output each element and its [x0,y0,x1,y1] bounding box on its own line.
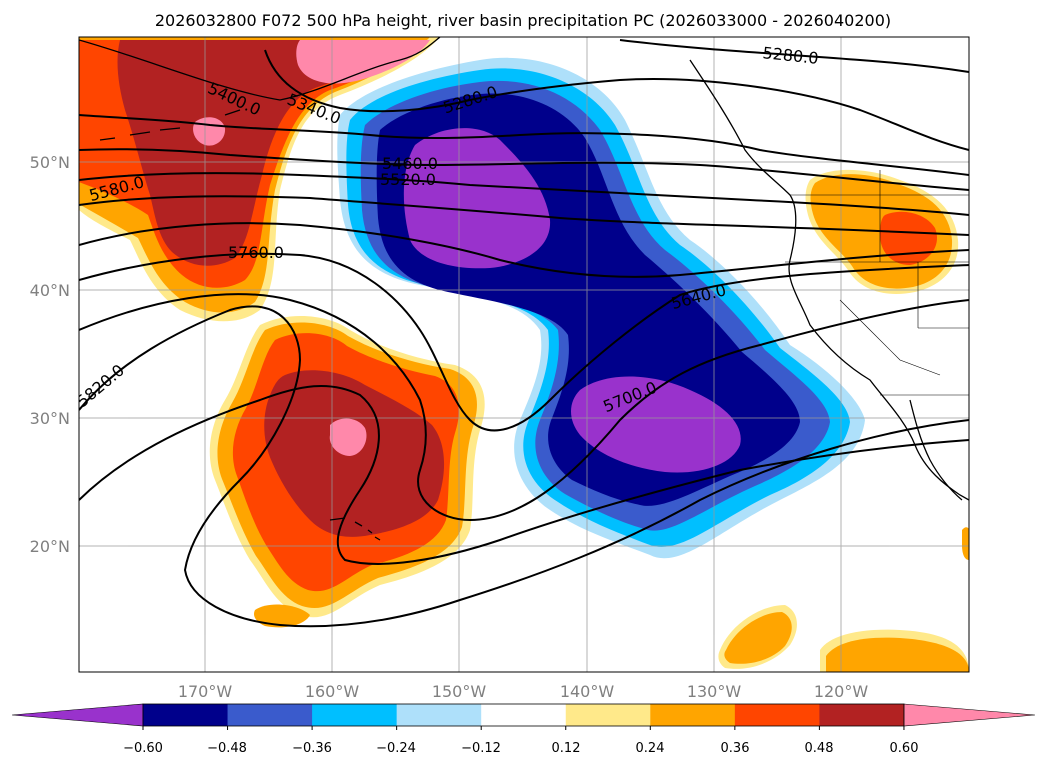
contour-5400 [79,148,969,191]
colorbar-tick-label: 0.60 [890,741,919,756]
positive-anomaly-nw-l4 [117,40,406,266]
colorbar-tick-label: −0.12 [461,741,501,756]
coastline-hawaii [329,517,381,541]
positive-anomaly-south-patch-3 [962,527,969,560]
colorbar-segment [565,704,651,726]
contour-5820 [79,385,969,565]
coastline-bc-na [689,59,969,501]
colorbar-extend-low [11,703,144,727]
map-frame [78,36,970,673]
positive-anomaly-south-patch-4 [254,604,310,628]
lat-label: 40°N [30,281,70,300]
coastline-alaska [79,37,441,101]
positive-anomaly-central-core [329,418,367,456]
contour-5280-mid [264,49,969,151]
colorbar-tick-label: 0.36 [721,741,750,756]
colorbar-extend-high [903,703,1036,727]
colorbar-segment [819,704,905,726]
colorbar-tick-label: 0.12 [552,741,581,756]
map-area: 5280.0 5280.0 5400.0 5340.0 5460.0 5520.… [79,37,969,672]
coastline-baja [909,399,963,501]
contour-5640 [79,252,969,432]
colorbar-frame [142,703,905,727]
positive-anomaly-nw-core [296,40,430,84]
positive-anomaly-interior-core [880,211,938,265]
lon-label: 160°W [305,682,360,701]
contour-5280-north [619,39,969,73]
lon-label: 150°W [432,682,487,701]
lon-label: 120°W [814,682,869,701]
contour-5340 [79,114,969,176]
contour-5520 [79,195,969,236]
height-contours [79,39,969,628]
latitude-labels: 50°N 40°N 30°N 20°N [30,153,70,556]
colorbar-ticks: −0.60 −0.48 −0.36 −0.24 −0.12 0.12 0.24 … [123,726,918,756]
colorbar-tick-label: 0.48 [805,741,834,756]
coastlines [79,37,969,541]
colorbar [11,703,1036,727]
coastline-aleutians [99,109,241,141]
colorbar-segment [650,704,736,726]
colorbar-tick-label: −0.36 [292,741,332,756]
lat-label: 50°N [30,153,70,172]
colorbar-tick-label: −0.48 [207,741,247,756]
colorbar-segment [396,704,482,726]
contour-label: 5520.0 [380,170,436,189]
longitude-labels: 170°W 160°W 150°W 140°W 130°W 120°W [178,682,869,701]
lon-label: 170°W [178,682,233,701]
positive-anomaly-south-patch-2-inner [826,637,969,672]
colorbar-segment [481,704,567,726]
colorbar-segment [143,704,229,726]
lon-label: 140°W [560,682,615,701]
colorbar-tick-label: 0.24 [636,741,665,756]
gridlines [79,37,969,672]
colorbar-tick-label: −0.24 [376,741,416,756]
contour-5580 [79,222,969,278]
colorbar-segment [734,704,820,726]
colorbar-tick-label: −0.60 [123,741,163,756]
colorbar-segment [312,704,398,726]
contour-5760 [79,305,969,628]
colorbar-segment [227,704,313,726]
contour-label: 5460.0 [382,154,438,173]
positive-anomaly-south-patch-1-inner [724,612,792,664]
lon-label: 130°W [687,682,742,701]
contour-5700 [79,293,969,522]
negative-anomaly-core-south [571,376,741,473]
lat-label: 20°N [30,537,70,556]
lat-label: 30°N [30,409,70,428]
contour-label: 5760.0 [228,243,284,262]
contour-5460 [79,172,969,216]
figure-title: 2026032800 F072 500 hPa height, river ba… [155,11,891,30]
